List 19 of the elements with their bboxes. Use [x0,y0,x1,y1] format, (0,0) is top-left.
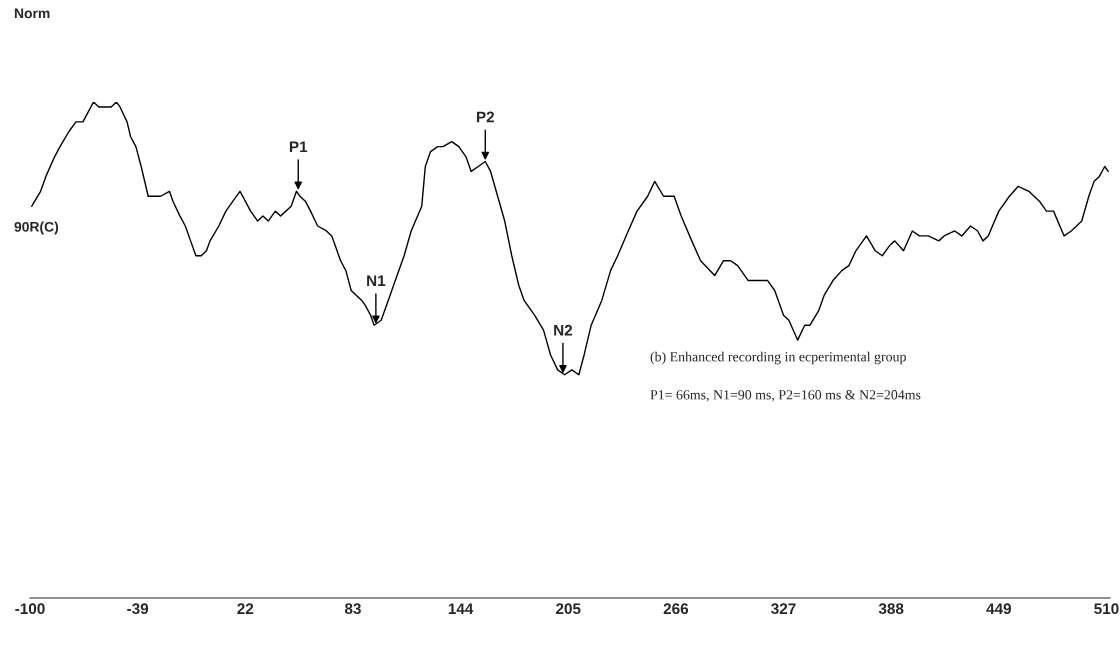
x-tick-label: 144 [448,603,474,614]
annotation: P1= 66ms, N1=90 ms, P2=160 ms & N2=204ms [650,390,921,402]
x-tick-label: 266 [663,603,689,615]
x-tick-label: 22 [237,603,254,614]
x-tick-label: -39 [127,603,149,615]
x-tick-label: 388 [878,603,904,615]
annotation: 90R(C) [14,221,59,235]
annotation: N1 [367,275,386,286]
annotation: (b) Enhanced recording in ecperimental group [650,351,906,365]
x-tick-label: 510 [1094,603,1119,615]
annotation: P1 [289,141,308,152]
annotation: N2 [554,324,573,336]
x-tick-label: 205 [556,603,581,615]
x-tick-label: 83 [344,603,361,615]
text: Norm [14,8,50,19]
x-tick-label: 327 [771,603,796,615]
x-tick-label: -100 [15,603,45,615]
annotation: P2 [476,111,495,123]
x-tick-label: 449 [986,603,1011,615]
